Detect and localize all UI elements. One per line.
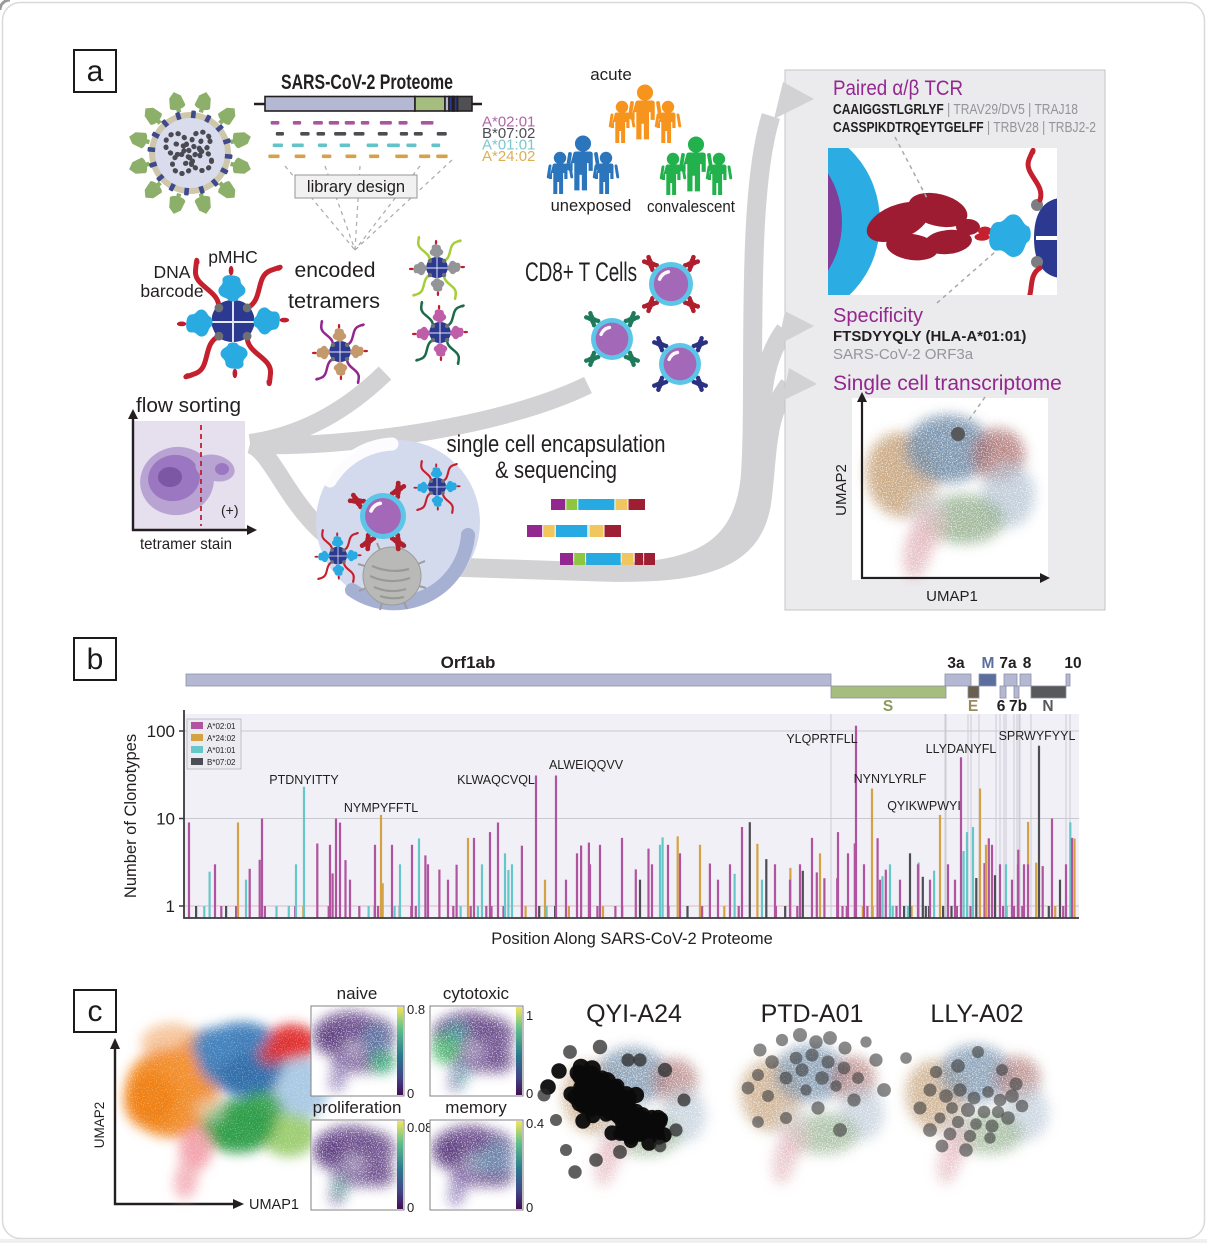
svg-text:barcode: barcode — [140, 281, 203, 301]
svg-text:PTD-A01: PTD-A01 — [761, 1000, 864, 1028]
svg-text:UMAP2: UMAP2 — [92, 1102, 107, 1149]
svg-text:KLWAQCVQL: KLWAQCVQL — [457, 773, 535, 787]
svg-text:10: 10 — [1064, 655, 1081, 672]
svg-text:YLQPRTFLL: YLQPRTFLL — [786, 732, 857, 746]
svg-text:A*02:01: A*02:01 — [207, 722, 236, 731]
svg-text:SPRWYFYYL: SPRWYFYYL — [999, 729, 1076, 743]
svg-text:QYIKWPWYI: QYIKWPWYI — [887, 799, 961, 813]
svg-text:FTSDYYQLY (HLA-A*01:01): FTSDYYQLY (HLA-A*01:01) — [833, 328, 1026, 345]
svg-text:(+): (+) — [221, 502, 239, 518]
svg-text:Number of Clonotypes: Number of Clonotypes — [122, 734, 140, 898]
svg-text:naive: naive — [337, 984, 378, 1003]
svg-text:acute: acute — [590, 65, 632, 84]
svg-text:encoded: encoded — [295, 259, 376, 282]
svg-text:Specificity: Specificity — [833, 305, 923, 327]
svg-text:0: 0 — [526, 1200, 533, 1215]
svg-text:LLY-A02: LLY-A02 — [930, 1000, 1023, 1028]
svg-text:UMAP2: UMAP2 — [833, 464, 850, 516]
svg-text:Position Along SARS-CoV-2 Prot: Position Along SARS-CoV-2 Proteome — [491, 930, 773, 948]
svg-text:DNA: DNA — [154, 262, 191, 282]
svg-text:tetramer stain: tetramer stain — [140, 536, 232, 553]
svg-text:0.4: 0.4 — [526, 1116, 544, 1131]
svg-text:NYNYLYRLF: NYNYLYRLF — [854, 772, 927, 786]
svg-text:CAAIGGSTLGRLYF | TRAV29/DV5 |: CAAIGGSTLGRLYF | TRAV29/DV5 | TRAJ18 — [833, 102, 1078, 118]
svg-text:unexposed: unexposed — [551, 197, 632, 215]
svg-text:3a: 3a — [947, 655, 965, 672]
svg-text:c: c — [88, 995, 103, 1028]
svg-text:7a: 7a — [999, 655, 1017, 672]
svg-text:0: 0 — [407, 1200, 414, 1215]
svg-text:10: 10 — [156, 810, 175, 829]
svg-text:B*07:02: B*07:02 — [207, 758, 236, 767]
svg-text:A*24:02: A*24:02 — [482, 148, 535, 165]
svg-text:convalescent: convalescent — [647, 198, 735, 216]
svg-text:b: b — [87, 643, 104, 676]
svg-text:0: 0 — [526, 1086, 533, 1101]
svg-text:UMAP1: UMAP1 — [926, 588, 978, 605]
svg-text:flow sorting: flow sorting — [136, 395, 241, 417]
svg-text:1: 1 — [526, 1008, 533, 1023]
svg-text:LLYDANYFL: LLYDANYFL — [926, 742, 997, 756]
svg-text:100: 100 — [147, 722, 175, 741]
svg-text:NYMPYFFTL: NYMPYFFTL — [344, 801, 418, 815]
svg-text:1: 1 — [166, 897, 175, 916]
svg-text:proliferation: proliferation — [313, 1098, 402, 1117]
svg-text:Paired α/β TCR: Paired α/β TCR — [833, 77, 963, 100]
svg-text:7b: 7b — [1009, 698, 1027, 715]
svg-text:E: E — [968, 698, 978, 715]
svg-text:SARS-CoV-2 Proteome: SARS-CoV-2 Proteome — [281, 71, 453, 94]
svg-text:ALWEIQQVV: ALWEIQQVV — [549, 758, 624, 772]
svg-text:S: S — [883, 698, 893, 715]
svg-text:cytotoxic: cytotoxic — [443, 984, 510, 1003]
svg-text:pMHC: pMHC — [208, 247, 258, 267]
svg-text:library design: library design — [307, 178, 405, 196]
svg-text:& sequencing: & sequencing — [495, 457, 617, 484]
svg-text:A*24:02: A*24:02 — [207, 734, 236, 743]
svg-text:M: M — [982, 655, 995, 672]
svg-text:a: a — [87, 55, 104, 88]
svg-text:single cell encapsulation: single cell encapsulation — [447, 431, 666, 458]
svg-text:0: 0 — [407, 1086, 414, 1101]
svg-text:UMAP1: UMAP1 — [249, 1197, 299, 1213]
svg-text:Single cell transcriptome: Single cell transcriptome — [833, 372, 1062, 395]
svg-text:N: N — [1042, 698, 1053, 715]
svg-text:0.8: 0.8 — [407, 1002, 425, 1017]
svg-text:6: 6 — [997, 698, 1006, 715]
svg-text:0.08: 0.08 — [407, 1120, 432, 1135]
svg-text:8: 8 — [1023, 655, 1032, 672]
svg-text:SARS-CoV-2 ORF3a: SARS-CoV-2 ORF3a — [833, 346, 974, 363]
svg-text:tetramers: tetramers — [288, 290, 380, 313]
svg-text:CD8+ T Cells: CD8+ T Cells — [525, 257, 637, 287]
svg-text:A*01:01: A*01:01 — [207, 746, 236, 755]
svg-text:memory: memory — [445, 1098, 507, 1117]
svg-text:QYI-A24: QYI-A24 — [586, 1000, 682, 1028]
svg-text:CASSPIKDTRQEYTGELFF | TRBV28 |: CASSPIKDTRQEYTGELFF | TRBV28 | TRBJ2-2 — [833, 120, 1096, 136]
svg-text:Orf1ab: Orf1ab — [441, 653, 496, 672]
svg-text:PTDNYITTY: PTDNYITTY — [269, 773, 339, 787]
